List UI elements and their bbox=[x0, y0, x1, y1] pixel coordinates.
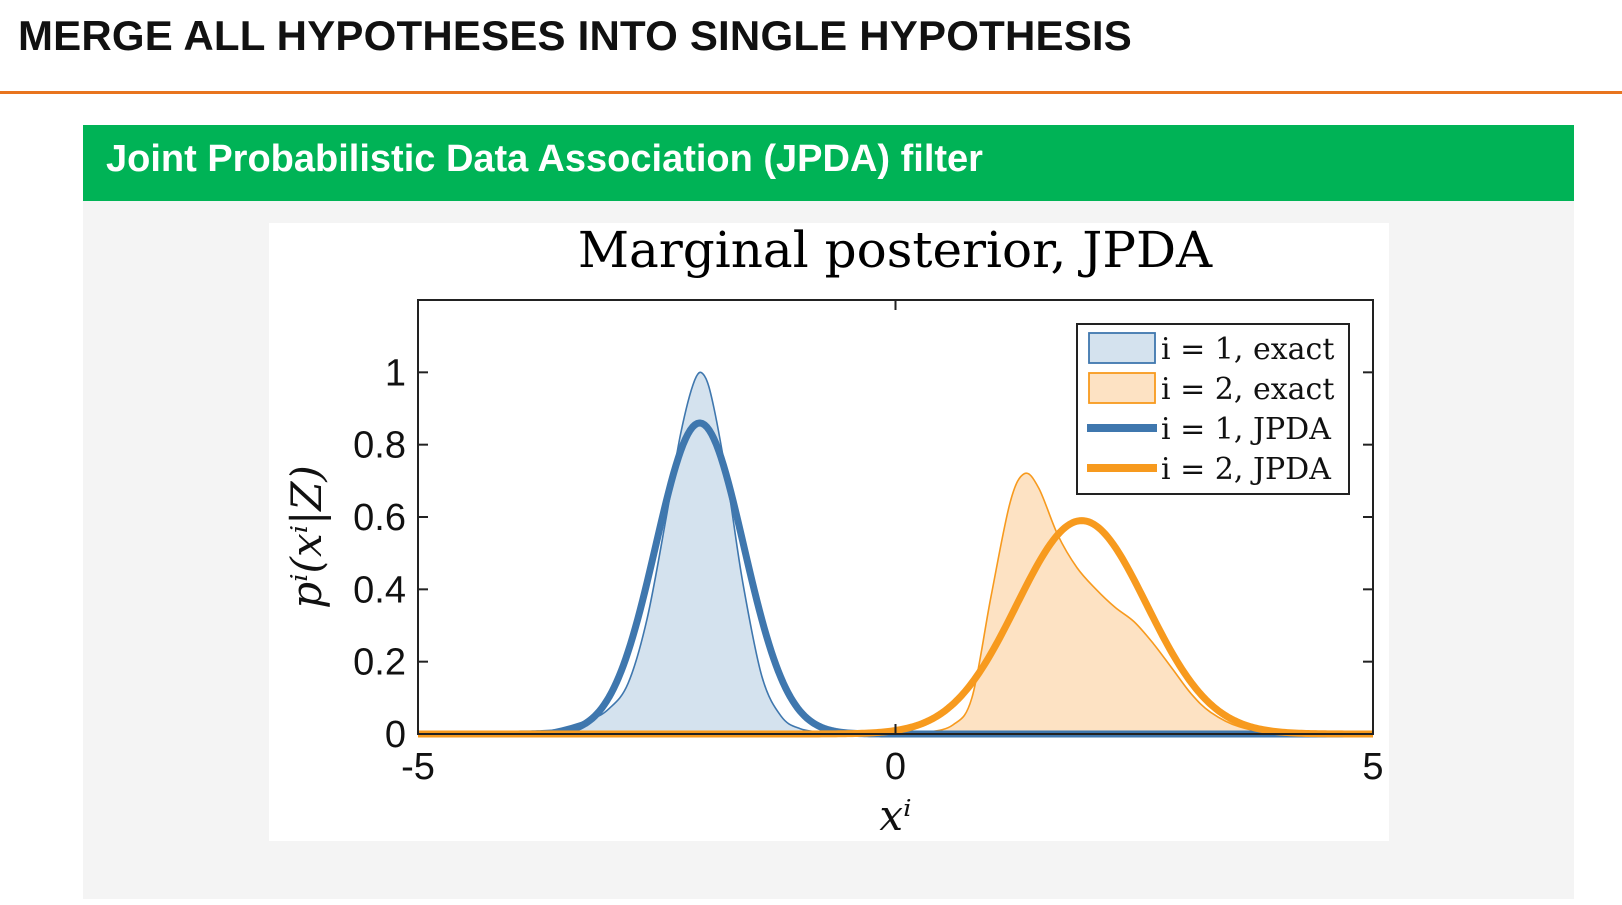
y-tick-label: 0 bbox=[385, 714, 406, 756]
series-area-i-1-exact bbox=[418, 372, 1373, 735]
series-line-i-2-jpda bbox=[416, 517, 1375, 738]
chart-container: Marginal posterior, JPDA 0 0.2 0.4 0.6 0.8 1 -… bbox=[269, 221, 1389, 841]
legend-label-4: i = 2, JPDA bbox=[1161, 452, 1331, 487]
legend: i = 1, exact i = 2, exact i = 1, JPDA i = 2… bbox=[1076, 323, 1350, 495]
x-tick-label: -5 bbox=[401, 746, 435, 788]
panel-header-text: Joint Probabilistic Data Association (JP… bbox=[106, 138, 983, 180]
x-tick-label: 0 bbox=[885, 746, 906, 788]
x-axis-label: xⁱ bbox=[879, 791, 911, 840]
series-outline-i-2-exact bbox=[417, 472, 1374, 735]
slide-title: MERGE ALL HYPOTHESES INTO SINGLE HYPOTHE… bbox=[18, 12, 1132, 59]
legend-swatch-2 bbox=[1088, 372, 1156, 404]
y-axis-label: pⁱ(xⁱ|Z) bbox=[282, 465, 331, 609]
panel-header: Joint Probabilistic Data Association (JP… bbox=[83, 125, 1574, 201]
legend-label-3: i = 1, JPDA bbox=[1161, 412, 1331, 447]
y-tick-label: 0.6 bbox=[353, 497, 406, 539]
y-tick-label: 0.2 bbox=[353, 642, 406, 684]
y-tick-label: 0.4 bbox=[353, 569, 406, 611]
legend-swatch-1 bbox=[1088, 332, 1156, 364]
chart-title: Marginal posterior, JPDA bbox=[578, 223, 1213, 279]
chart-svg: Marginal posterior, JPDA 0 0.2 0.4 0.6 0.8 1 -… bbox=[282, 221, 1384, 840]
legend-label-2: i = 2, exact bbox=[1161, 372, 1334, 407]
y-tick-label: 0.8 bbox=[353, 425, 406, 467]
series-area-i-2-exact bbox=[418, 473, 1373, 735]
x-tick-label: 5 bbox=[1362, 746, 1383, 788]
axis-ticks-layer bbox=[417, 300, 1374, 735]
title-divider bbox=[0, 91, 1622, 94]
y-tick-label: 1 bbox=[385, 352, 406, 394]
legend-label-1: i = 1, exact bbox=[1161, 332, 1334, 367]
